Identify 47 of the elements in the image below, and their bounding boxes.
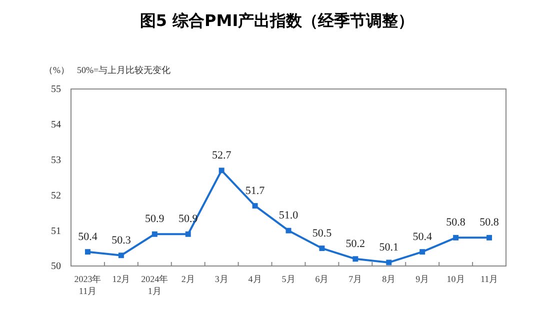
point (352, 256, 358, 262)
y-tick-label: 50 (51, 261, 61, 272)
y-tick-label: 54 (51, 120, 61, 131)
data-label: 51.0 (278, 210, 299, 222)
point (118, 252, 124, 258)
x-tick-label: 6月 (315, 274, 329, 284)
data-label: 50.8 (480, 216, 500, 229)
point (319, 246, 325, 252)
y-axis-title: （%） (44, 65, 70, 75)
point (252, 203, 258, 209)
x-tick-label: 8月 (382, 274, 396, 284)
y-tick-label: 53 (51, 155, 61, 166)
x-tick-label: 7月 (348, 274, 362, 284)
y-tick-label: 51 (51, 226, 61, 237)
chart-title: 图5 综合PMI产出指数（经季节调整） (140, 11, 414, 30)
data-label: 50.5 (312, 227, 332, 240)
point (486, 234, 492, 240)
data-label: 50.9 (145, 213, 165, 226)
data-label: 50.3 (112, 234, 132, 246)
data-label: 50.2 (346, 238, 366, 250)
point (152, 231, 158, 237)
x-tick-label: 11月 (480, 274, 498, 284)
point (453, 234, 459, 240)
x-tick-label: 10月 (446, 274, 465, 284)
x-tick-label: 4月 (248, 274, 262, 284)
point (420, 249, 426, 255)
text: 50%=与上月比较无变化 (77, 65, 171, 75)
data-label: 50.8 (446, 216, 466, 229)
data-label: 50.4 (78, 230, 98, 243)
x-tick-label: 12月 (112, 274, 130, 284)
x-tick-label: 2024年 1月 (141, 274, 168, 296)
point (386, 260, 392, 266)
point (218, 168, 224, 174)
data-label: 51.7 (245, 184, 266, 197)
data-label: 52.7 (212, 149, 232, 162)
x-tick-label: 5月 (282, 274, 296, 284)
point (185, 231, 191, 237)
data-label: 50.4 (412, 230, 432, 243)
x-tick-label: 9月 (416, 274, 430, 284)
y-tick-label: 55 (51, 84, 61, 96)
data-label: 50.1 (379, 241, 399, 254)
x-tick-label: 2月 (181, 274, 195, 284)
x-tick-label: 2023年 11月 (74, 274, 102, 296)
y-tick-label: 52 (51, 190, 61, 202)
x-tick-label: 3月 (214, 274, 228, 284)
point (286, 228, 292, 234)
point (84, 249, 90, 255)
